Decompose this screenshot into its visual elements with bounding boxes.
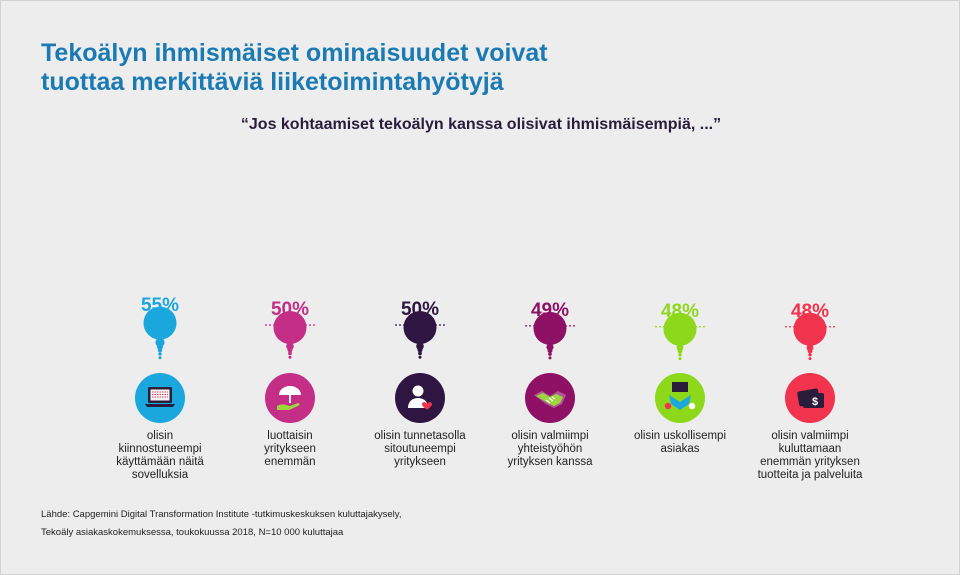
droplet xyxy=(548,352,552,356)
droplet xyxy=(677,348,683,354)
category-label: luottaisin yritykseen enemmän xyxy=(264,430,316,468)
droplet xyxy=(417,347,423,353)
droplet xyxy=(808,353,812,357)
droplet-bar xyxy=(525,311,575,360)
hands-together-icon xyxy=(655,373,705,423)
droplet xyxy=(678,353,682,357)
chart-column: 49% olisin valmiimpi yhteistyöhön yrityks… xyxy=(475,141,625,501)
droplet xyxy=(158,356,162,360)
chart-subtitle: “Jos kohtaamiset tekoälyn kanssa olisiva… xyxy=(240,116,722,133)
droplet xyxy=(807,348,813,354)
laptop-icon xyxy=(135,373,185,423)
droplet xyxy=(418,355,422,359)
droplet-bar xyxy=(655,312,705,361)
droplet xyxy=(808,357,812,361)
umbrella-hand-icon xyxy=(265,373,315,423)
droplet xyxy=(418,351,422,356)
category-label: olisin valmiimpi kuluttamaan enemmän yri… xyxy=(757,430,863,481)
person-heart-icon xyxy=(395,373,445,423)
droplet xyxy=(533,311,567,345)
category-label: olisin tunnetasolla sitoutuneempi yrityk… xyxy=(374,430,466,468)
droplet xyxy=(157,343,163,350)
category-label: olisin kiinnostuneempi käyttämään näitä … xyxy=(116,430,204,481)
droplet xyxy=(547,348,553,353)
source-note: Lähde: Capgemini Digital Transformation … xyxy=(41,506,401,542)
source-line: Tekoäly asiakaskokemuksessa, toukokuussa… xyxy=(41,527,344,538)
source-line: Lähde: Capgemini Digital Transformation … xyxy=(41,509,402,520)
handshake-icon xyxy=(525,373,575,423)
droplet-bar xyxy=(265,311,315,359)
droplet xyxy=(273,311,307,344)
chart-column: 50% luottaisin yritykseen enemmän xyxy=(215,141,365,501)
wallet-dollar-icon: $ xyxy=(785,373,835,423)
droplet xyxy=(288,351,292,356)
droplet xyxy=(287,347,293,353)
category-label: olisin valmiimpi yhteistyöhön yrityksen … xyxy=(507,430,593,468)
droplet xyxy=(416,342,424,351)
droplet xyxy=(155,337,165,347)
droplet xyxy=(678,357,682,361)
droplet xyxy=(548,356,552,360)
droplet xyxy=(663,312,697,346)
droplet xyxy=(286,342,294,351)
page-title: Tekoälyn ihmismäiset ominaisuudet voivat… xyxy=(41,39,741,97)
droplet xyxy=(288,355,292,359)
chart-column: 48% olisin uskollisempi asiakas xyxy=(605,141,755,501)
title-line: tuottaa merkittäviä liiketoimintahyötyjä xyxy=(41,68,504,96)
category-label: olisin uskollisempi asiakas xyxy=(633,430,727,455)
droplet xyxy=(403,311,437,344)
title-line: Tekoälyn ihmismäiset ominaisuudet voivat xyxy=(41,39,548,67)
droplet-bar xyxy=(785,312,835,361)
droplet xyxy=(158,352,162,356)
droplet xyxy=(157,348,163,353)
droplet xyxy=(793,312,827,346)
chart-column: 55% olisin kiinnostuneempi käyttämään näi… xyxy=(85,141,235,501)
droplet-bar xyxy=(395,311,445,359)
chart-column: 48% $ olisin valmiimpi kuluttamaan enemmän… xyxy=(735,141,885,501)
droplet-bar xyxy=(143,306,177,360)
chart-column: 50% olisin tunnetasolla sitoutuneempi yri… xyxy=(345,141,495,501)
droplet xyxy=(143,306,177,340)
svg-text:$: $ xyxy=(812,396,818,408)
